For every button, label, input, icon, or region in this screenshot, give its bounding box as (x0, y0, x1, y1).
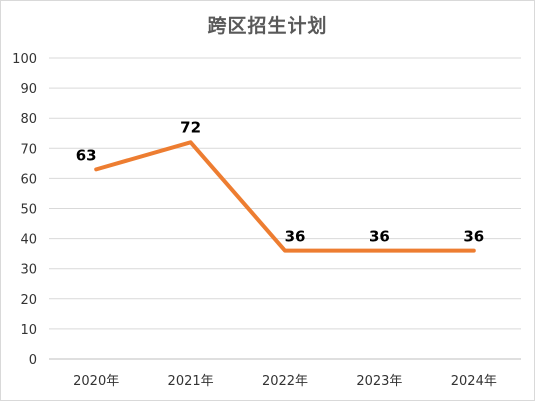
y-tick-label: 60 (20, 172, 37, 187)
y-tick-label: 10 (20, 323, 37, 338)
chart-title: 跨区招生计划 (207, 15, 328, 37)
y-tick-label: 50 (20, 203, 37, 218)
y-tick-label: 40 (20, 233, 37, 248)
x-tick-label: 2020年 (73, 374, 119, 389)
data-label: 36 (463, 228, 484, 246)
x-tick-label: 2021年 (168, 374, 214, 389)
y-tick-label: 100 (12, 52, 37, 67)
gridlines (49, 57, 521, 330)
y-tick-label: 30 (20, 263, 37, 278)
data-label: 36 (369, 228, 390, 246)
x-axis-tick-labels: 2020年 2021年 2022年 2023年 2024年 (73, 374, 497, 389)
data-label: 36 (285, 228, 306, 246)
data-label: 72 (180, 118, 201, 136)
x-tick-label: 2022年 (262, 374, 308, 389)
y-tick-label: 70 (20, 142, 37, 157)
series-line-layer (94, 140, 476, 253)
y-tick-label: 20 (20, 293, 37, 308)
y-tick-label: 90 (20, 82, 37, 97)
series-line (94, 140, 476, 253)
y-tick-label: 80 (20, 112, 37, 127)
y-axis-tick-labels: 0 10 20 30 40 50 60 70 80 90 100 (12, 52, 37, 368)
data-labels: 63 72 36 36 36 (76, 118, 484, 245)
x-tick-label: 2024年 (451, 374, 497, 389)
y-tick-label: 0 (29, 353, 37, 368)
x-tick-label: 2023年 (356, 374, 402, 389)
data-label: 63 (76, 146, 97, 164)
